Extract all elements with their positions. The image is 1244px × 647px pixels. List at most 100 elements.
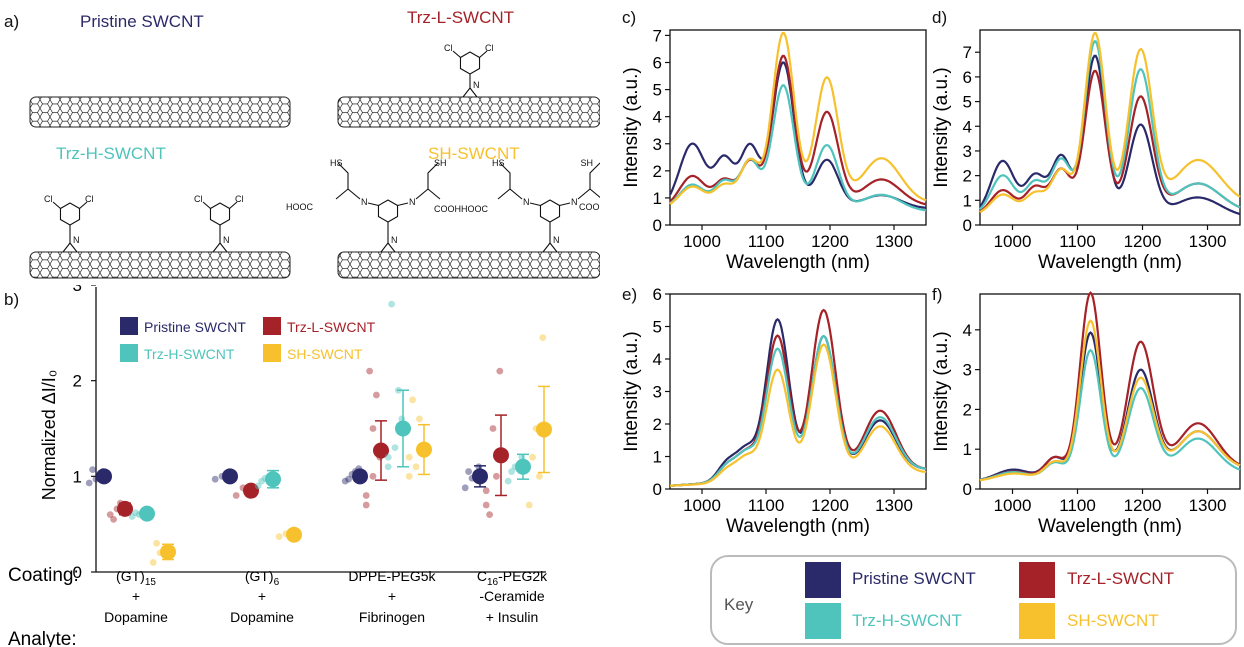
nanotube-trz-l (337, 96, 600, 128)
data-point (366, 367, 373, 375)
title-pristine: Pristine SWCNT (80, 12, 204, 31)
spectrum-line (670, 318, 927, 487)
y-axis-label: Intensity (a.u.) (931, 67, 952, 187)
y-tick-label: 4 (963, 321, 972, 340)
bond (219, 242, 228, 253)
key-title: Key (724, 595, 754, 614)
y-tick-label: 1 (73, 467, 82, 486)
data-point (128, 513, 136, 520)
data-point (525, 501, 533, 509)
chart-e: 1000 1100 1200 1300 0 1 2 3 4 5 6 Wavelength (nm) In… (621, 285, 927, 537)
y-tick-label: 5 (653, 81, 662, 100)
mean-marker (515, 458, 531, 475)
data-point (461, 484, 469, 492)
side-chain (337, 162, 361, 200)
data-point (391, 444, 399, 452)
bond (387, 242, 396, 253)
y-tick-label: 6 (653, 54, 662, 73)
key-label-pristine: Pristine SWCNT (852, 569, 976, 588)
atom-cl: Cl (444, 43, 453, 53)
key-swatch-trz-h (805, 603, 841, 639)
spectrum-line (670, 343, 927, 487)
bond (529, 202, 541, 207)
data-point (85, 479, 93, 487)
coating-text: DPPE-PEG5k (348, 568, 436, 584)
legend-label: SH-SWCNT (287, 346, 363, 362)
x-tick-label: 1100 (748, 232, 785, 251)
panel-f-label: f) (932, 285, 943, 304)
y-tick-label: 1 (653, 448, 662, 467)
x-tick-label: 1200 (811, 496, 849, 515)
y-tick-label: 3 (963, 361, 972, 380)
side-chain (499, 162, 523, 200)
x-tick-label: 1000 (994, 496, 1032, 515)
data-point (384, 453, 392, 461)
legend-swatch (120, 344, 138, 362)
data-point (482, 487, 490, 495)
data-point (388, 300, 395, 308)
x-tick-label: 1000 (683, 496, 721, 515)
analyte-text: + Insulin (486, 609, 539, 625)
structures-drawing: ClClNClClNClClNNNNNNNHOOCCOOHHOOCCOOHHSS… (29, 43, 600, 279)
legend-label: Trz-H-SWCNT (144, 346, 235, 362)
y-tick-label: 4 (653, 108, 662, 127)
bond (462, 87, 471, 98)
mean-marker (139, 505, 155, 522)
data-point (416, 415, 423, 423)
spectrum-line (670, 308, 927, 487)
data-point (89, 466, 96, 474)
key-label-sh: SH-SWCNT (1067, 611, 1159, 630)
atom-n: N (553, 235, 560, 245)
data-point (496, 367, 504, 375)
data-point (508, 468, 515, 475)
data-point (412, 463, 420, 471)
spectrum-line (669, 32, 927, 206)
data-point (254, 482, 262, 490)
x-tick-label: 1200 (1124, 232, 1162, 251)
triazine-ring (59, 202, 81, 226)
chart-d: 1000 1100 1200 1300 0 1 2 3 4 5 6 7 Wavelength (nm) I… (931, 29, 1241, 273)
bond (542, 242, 551, 253)
atom-cl: Cl (194, 194, 203, 204)
atom-cooh: COOH (579, 202, 600, 212)
side-chain (577, 162, 600, 200)
bond (229, 201, 238, 209)
atom-sh: SH (434, 158, 447, 168)
atom-hs: HS (492, 158, 505, 168)
atom-cl: Cl (85, 194, 94, 204)
y-tick-label: 1 (963, 191, 972, 210)
bond (397, 202, 409, 207)
data-point (529, 453, 536, 461)
mean-marker (286, 526, 302, 543)
chart-c: 1000 1100 1200 1300 0 1 2 3 4 5 6 7 Wavelength (nm) I… (621, 26, 927, 273)
x-tick-label: 1100 (1059, 232, 1096, 251)
data-point (362, 492, 370, 499)
data-point (539, 334, 547, 342)
data-point (504, 477, 512, 485)
x-tick-label: 1100 (1059, 496, 1096, 515)
plot-frame (669, 29, 927, 226)
panel-b-label: b) (4, 290, 20, 309)
data-point (369, 472, 377, 480)
atom-n: N (523, 197, 530, 207)
atom-n: N (361, 197, 368, 207)
legend-swatch (263, 344, 281, 362)
data-point (493, 472, 500, 480)
bond (589, 188, 600, 199)
triazine-ring (377, 199, 399, 223)
y-tick-label: 0 (73, 563, 82, 582)
atom-n: N (409, 197, 416, 207)
atom-hs: HS (330, 158, 343, 168)
atom-cl: Cl (485, 43, 494, 53)
title-trz-l: Trz-L-SWCNT (407, 8, 515, 27)
bond (380, 242, 389, 253)
y-tick-label: 6 (653, 285, 662, 304)
mean-marker (472, 468, 488, 485)
x-axis-label: Wavelength (nm) (726, 252, 870, 273)
data-point (275, 533, 283, 541)
bond (62, 242, 71, 253)
mean-marker (222, 468, 238, 485)
mean-marker (395, 420, 411, 437)
y-tick-label: 4 (963, 117, 972, 136)
data-point (405, 453, 413, 461)
